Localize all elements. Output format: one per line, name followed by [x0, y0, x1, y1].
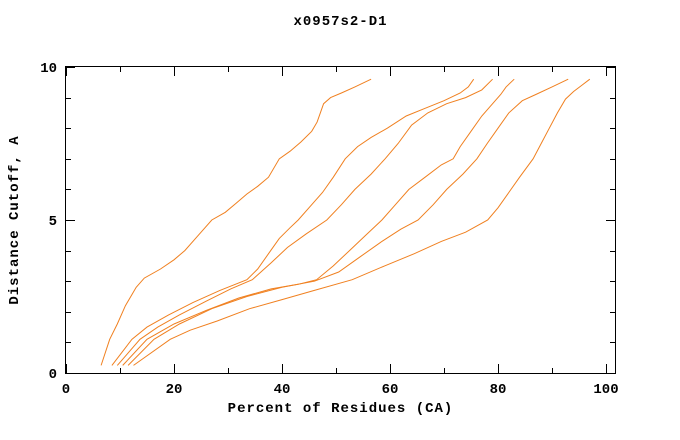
y-tick-label: 5	[49, 214, 57, 230]
x-tick-label: 100	[593, 382, 618, 398]
y-axis-label: Distance Cutoff, A	[7, 135, 23, 305]
curve-1	[100, 78, 372, 366]
x-tick-label: 20	[166, 382, 183, 398]
chart-title: x0957s2-D1	[293, 14, 388, 30]
x-tick-label: 80	[490, 382, 507, 398]
curve-3	[116, 78, 493, 366]
y-tick-label: 0	[49, 367, 57, 383]
plot-border	[65, 66, 616, 374]
x-tick-label: 40	[274, 382, 291, 398]
x-axis-label: Percent of Residues (CA)	[227, 401, 454, 417]
curve-6	[133, 78, 591, 366]
x-tick-label: 60	[382, 382, 399, 398]
curve-4	[122, 78, 515, 366]
curve-5	[127, 78, 569, 366]
x-tick-label: 0	[62, 382, 70, 398]
y-tick-label: 10	[40, 61, 57, 77]
curve-2	[111, 78, 475, 366]
